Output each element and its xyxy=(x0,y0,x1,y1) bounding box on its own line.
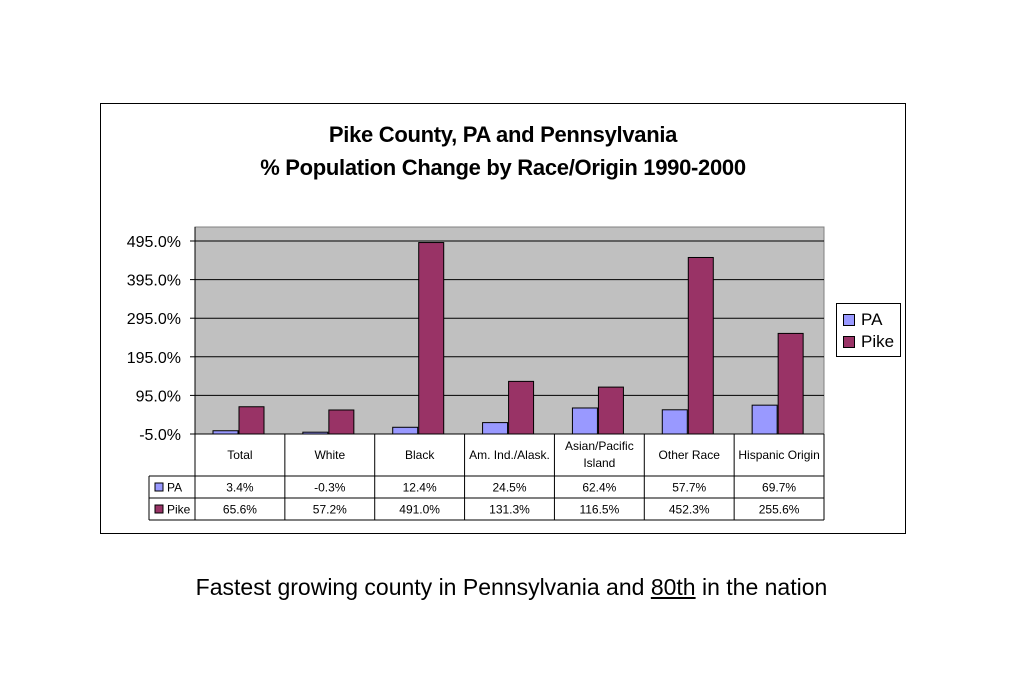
y-tick-label: -5.0% xyxy=(139,427,181,444)
data-label-pike: 255.6% xyxy=(759,503,800,517)
data-label-pa: 57.7% xyxy=(672,481,706,495)
data-label-pike: 65.6% xyxy=(223,503,257,517)
data-label-pike: 452.3% xyxy=(669,503,710,517)
x-category-label: Asian/Pacific Island xyxy=(565,439,634,470)
caption-text-end: in the nation xyxy=(695,574,828,600)
table-row-label: Pike xyxy=(167,503,191,517)
x-category-label: Black xyxy=(405,448,435,462)
y-tick-label: 295.0% xyxy=(127,311,181,328)
x-category-label: Am. Ind./Alask. xyxy=(469,448,550,462)
data-label-pike: 131.3% xyxy=(489,503,530,517)
y-tick-label: 195.0% xyxy=(127,350,181,367)
table-swatch-pike xyxy=(154,504,164,514)
bar-pike xyxy=(328,409,355,435)
legend-item-pa: PA xyxy=(843,310,882,330)
data-label-pike: 57.2% xyxy=(313,503,347,517)
table-row-label: PA xyxy=(167,481,182,495)
table-swatch-pa xyxy=(154,482,164,492)
bar-pa xyxy=(571,407,598,435)
legend-label-pa: PA xyxy=(861,310,883,329)
slide-caption: Fastest growing county in Pennsylvania a… xyxy=(0,574,1023,601)
data-label-pa: -0.3% xyxy=(314,481,346,495)
bar-pa xyxy=(661,409,688,435)
bar-pike xyxy=(238,406,265,435)
x-category-label: Hispanic Origin xyxy=(738,448,819,462)
chart-legend: PA Pike xyxy=(836,303,901,357)
y-tick-label: 395.0% xyxy=(127,273,181,290)
x-category-label: Total xyxy=(227,448,252,462)
y-tick-label: 95.0% xyxy=(136,388,181,405)
data-label-pa: 3.4% xyxy=(226,481,254,495)
legend-swatch-pa xyxy=(843,314,855,326)
legend-item-pike: Pike xyxy=(843,332,894,352)
data-label-pa: 69.7% xyxy=(762,481,796,495)
x-category-label: Other Race xyxy=(659,448,721,462)
bar-pike xyxy=(508,380,535,435)
data-label-pa: 62.4% xyxy=(582,481,616,495)
legend-swatch-pike xyxy=(843,336,855,348)
bar-pa xyxy=(482,422,509,435)
bar-pa xyxy=(751,404,778,435)
bar-pike xyxy=(597,386,624,435)
bar-pike xyxy=(418,242,445,435)
caption-rank: 80th xyxy=(650,574,696,600)
chart-title-block: Pike County, PA and Pennsylvania % Popul… xyxy=(100,118,906,184)
data-label-pa: 24.5% xyxy=(492,481,526,495)
x-category-label: White xyxy=(314,448,345,462)
bar-pike xyxy=(777,332,804,435)
data-label-pa: 12.4% xyxy=(403,481,437,495)
legend-label-pike: Pike xyxy=(861,332,895,351)
bar-pike xyxy=(687,256,714,435)
chart-subtitle: % Population Change by Race/Origin 1990-… xyxy=(260,155,746,180)
data-label-pike: 116.5% xyxy=(579,503,619,517)
y-tick-label: 495.0% xyxy=(127,234,181,251)
chart-title: Pike County, PA and Pennsylvania xyxy=(328,122,678,147)
bar-pa xyxy=(392,426,419,435)
data-label-pike: 491.0% xyxy=(399,503,440,517)
caption-text-start: Fastest growing county in Pennsylvania a… xyxy=(195,574,651,600)
